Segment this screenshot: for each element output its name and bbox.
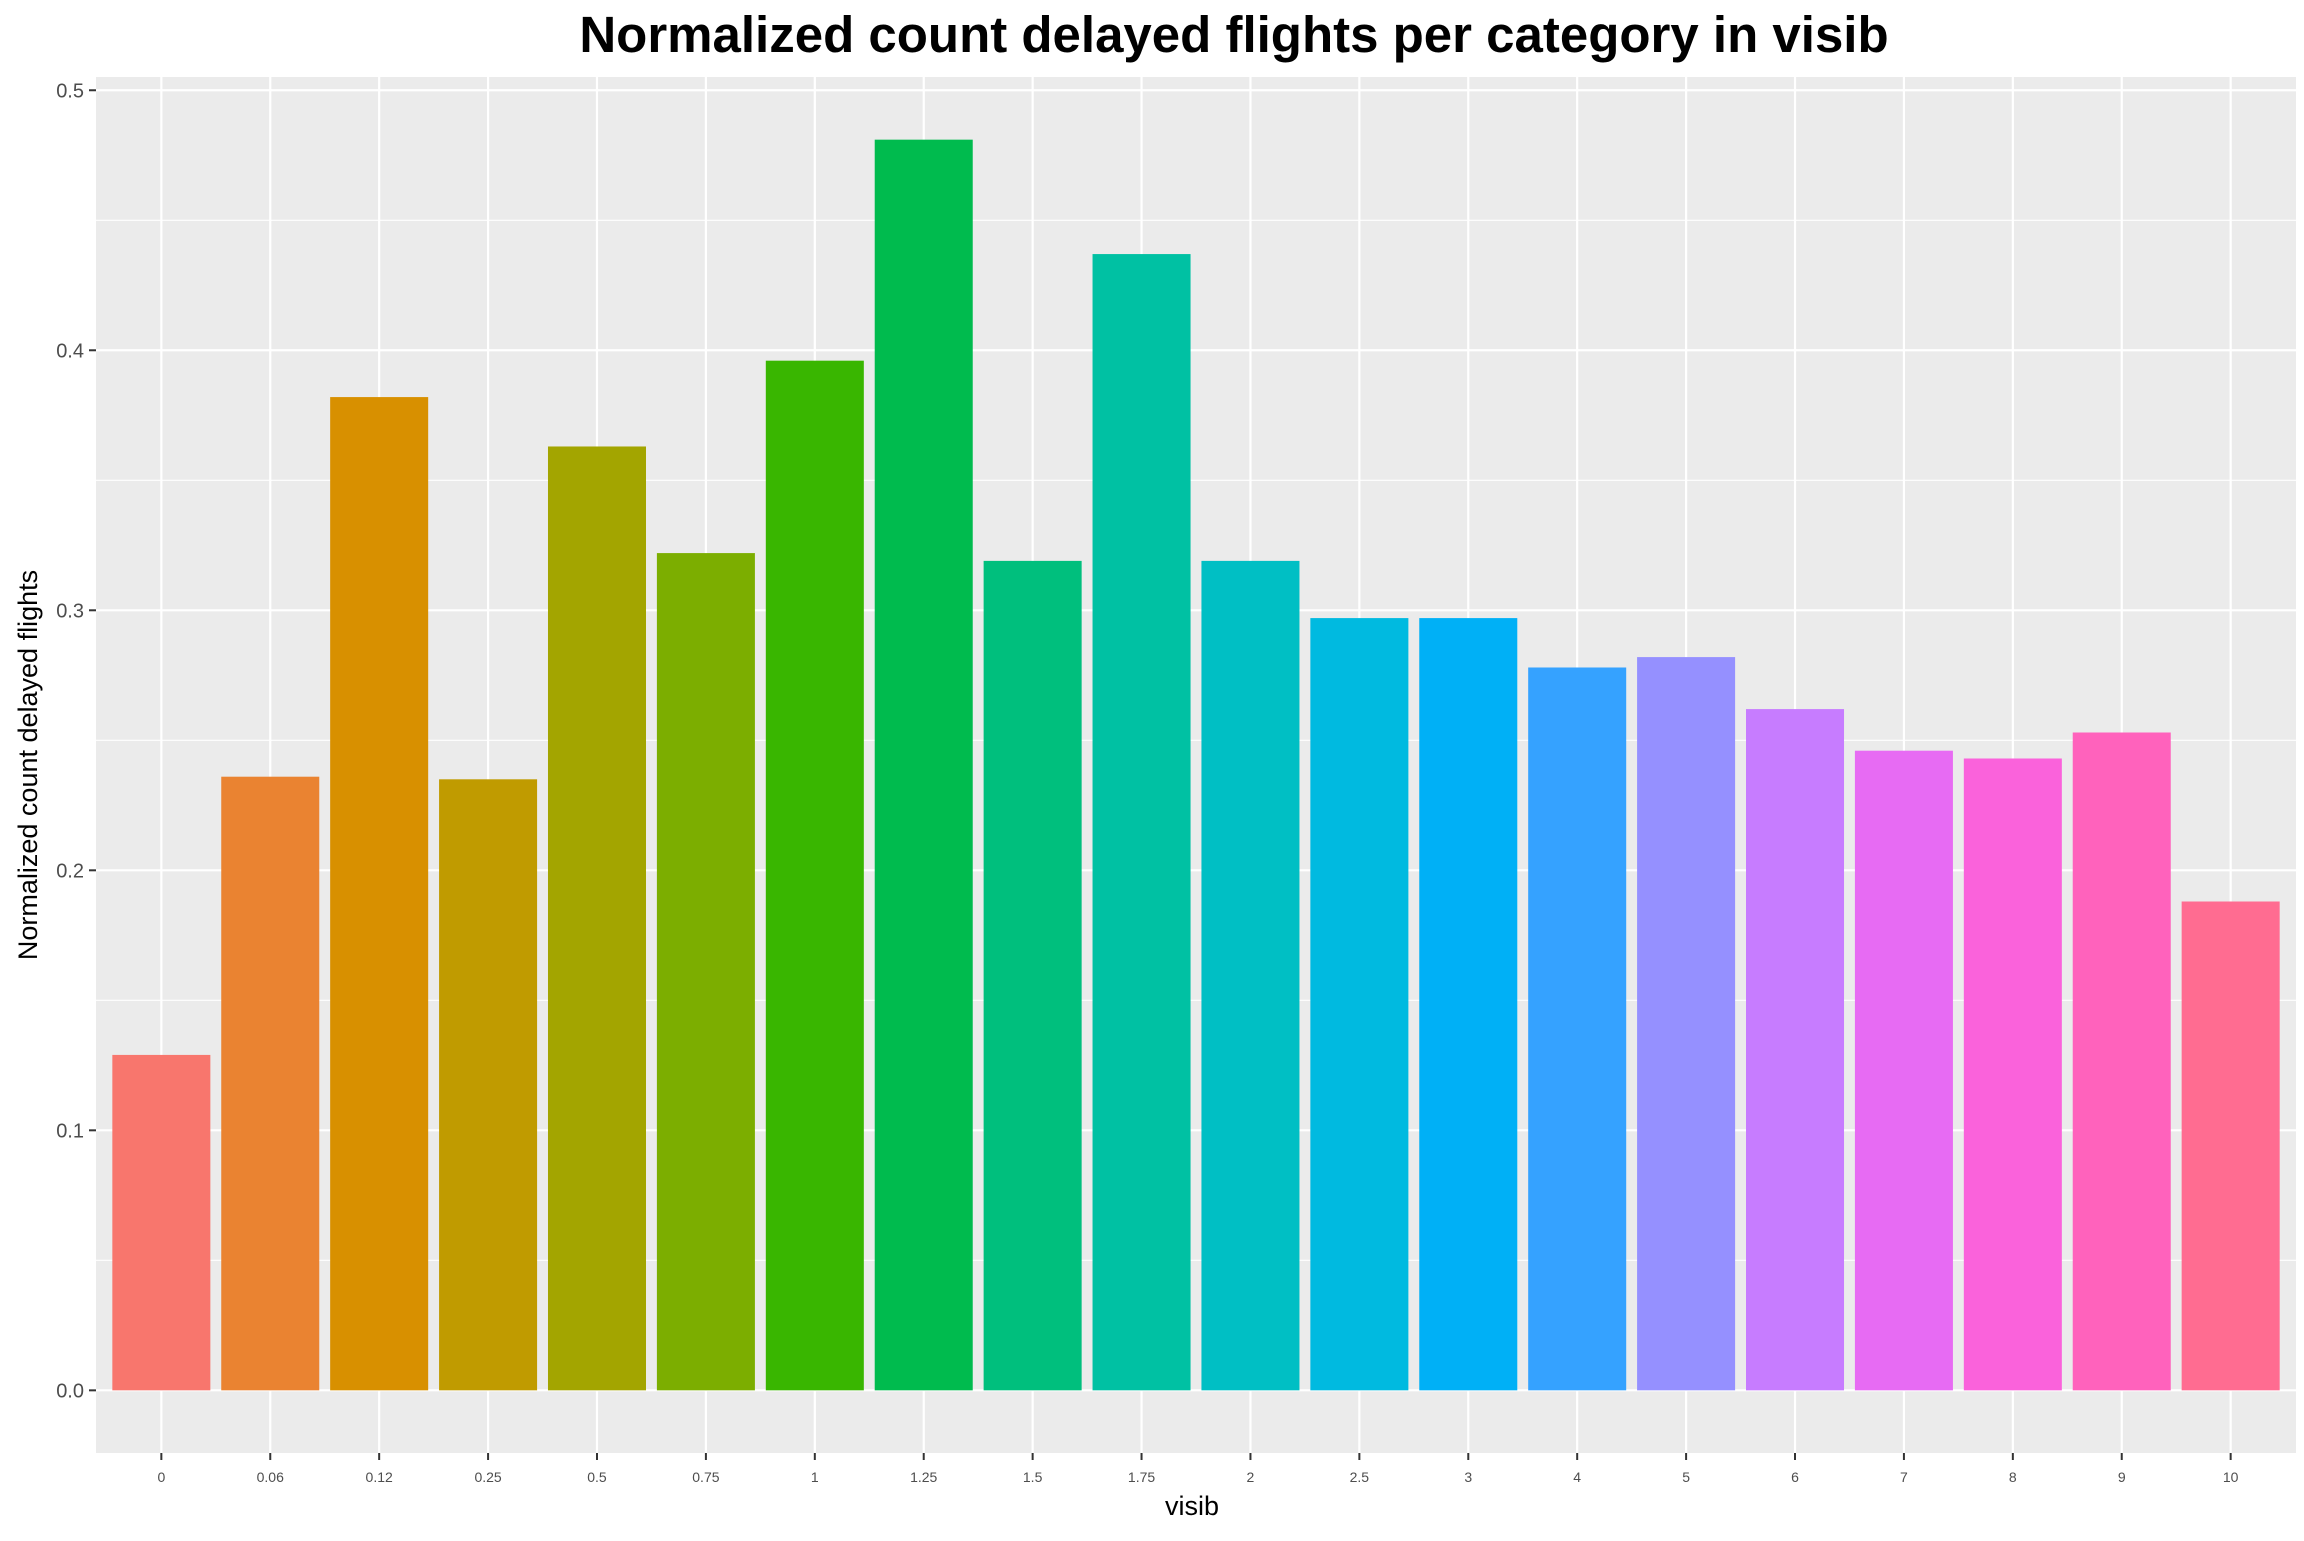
bar-0.25 xyxy=(439,779,538,1391)
x-axis-title: visib xyxy=(1165,1491,1219,1521)
bar-1.5 xyxy=(983,560,1082,1391)
x-tick-label: 0.06 xyxy=(257,1469,284,1485)
bar-9 xyxy=(2072,732,2171,1391)
bar-6 xyxy=(1746,709,1845,1391)
chart-title: Normalized count delayed flights per cat… xyxy=(579,6,1888,63)
y-axis-title: Normalized count delayed flights xyxy=(13,570,43,960)
x-tick-label: 1.25 xyxy=(910,1469,937,1485)
bar-0.75 xyxy=(656,553,755,1391)
x-tick-label: 1.5 xyxy=(1023,1469,1043,1485)
bar-0.5 xyxy=(547,446,646,1391)
x-tick-label: 3 xyxy=(1464,1469,1472,1485)
y-tick-label: 0.0 xyxy=(56,1380,84,1402)
x-axis-ticks: 0 0.06 0.12 0.25 0.5 0.75 1 1.25 1.5 1.75 2 2.5 3 4 5 6… xyxy=(157,1453,2239,1485)
bar-0.12 xyxy=(330,397,429,1391)
bar-1.75 xyxy=(1092,254,1191,1391)
bar-0.06 xyxy=(221,776,320,1391)
bar-1 xyxy=(765,360,864,1391)
x-tick-label: 0.5 xyxy=(587,1469,607,1485)
x-tick-label: 2.5 xyxy=(1350,1469,1370,1485)
bar-5 xyxy=(1637,657,1736,1391)
x-tick-label: 8 xyxy=(2009,1469,2017,1485)
y-tick-label: 0.4 xyxy=(56,340,84,362)
bar-1.25 xyxy=(874,139,973,1391)
x-tick-label: 0.75 xyxy=(692,1469,719,1485)
bar-10 xyxy=(2181,901,2280,1391)
y-axis-ticks: 0.0 0.1 0.2 0.3 0.4 0.5 xyxy=(56,80,96,1402)
y-tick-label: 0.1 xyxy=(56,1120,84,1142)
x-tick-label: 9 xyxy=(2118,1469,2126,1485)
x-tick-label: 0 xyxy=(157,1469,165,1485)
y-tick-label: 0.2 xyxy=(56,860,84,882)
x-tick-label: 7 xyxy=(1900,1469,1908,1485)
bar-8 xyxy=(1963,758,2062,1391)
y-tick-label: 0.5 xyxy=(56,80,84,102)
x-tick-label: 0.25 xyxy=(474,1469,501,1485)
bar-2 xyxy=(1201,560,1300,1391)
bar-0 xyxy=(112,1054,211,1391)
bar-7 xyxy=(1854,750,1953,1391)
x-tick-label: 6 xyxy=(1791,1469,1799,1485)
x-tick-label: 1 xyxy=(811,1469,819,1485)
x-tick-label: 2 xyxy=(1247,1469,1255,1485)
x-tick-label: 5 xyxy=(1682,1469,1690,1485)
x-tick-label: 0.12 xyxy=(366,1469,393,1485)
x-tick-label: 1.75 xyxy=(1128,1469,1155,1485)
x-tick-label: 4 xyxy=(1573,1469,1581,1485)
y-tick-label: 0.3 xyxy=(56,600,84,622)
bar-3 xyxy=(1419,618,1518,1391)
bar-4 xyxy=(1528,667,1627,1391)
x-tick-label: 10 xyxy=(2223,1469,2239,1485)
bars xyxy=(112,139,2280,1391)
bar-2.5 xyxy=(1310,618,1409,1391)
